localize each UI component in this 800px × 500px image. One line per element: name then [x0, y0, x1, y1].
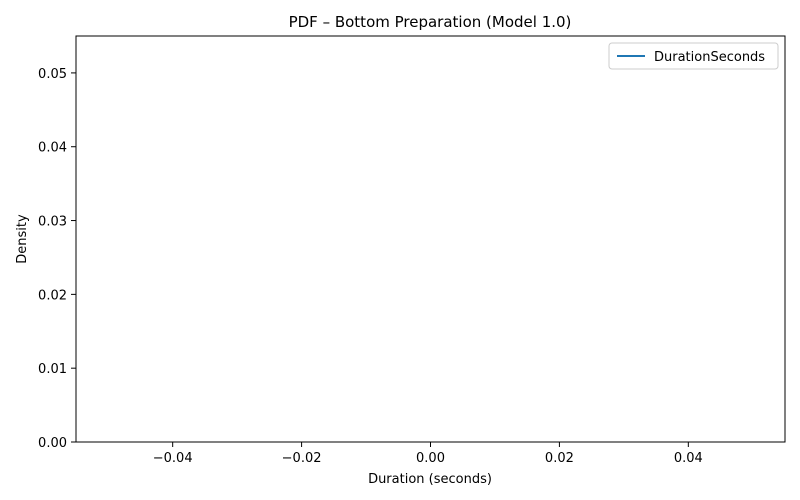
y-tick-label: 0.00	[38, 436, 67, 451]
y-axis-title: Density	[15, 214, 30, 264]
chart-title: PDF – Bottom Preparation (Model 1.0)	[289, 13, 572, 31]
y-axis-ticks: 0.00 0.01 0.02 0.03 0.04 0.05	[38, 67, 76, 451]
legend: DurationSeconds	[608, 42, 779, 70]
plot-area	[75, 35, 786, 443]
y-tick-label: 0.04	[38, 141, 67, 156]
x-axis-ticks: −0.04 −0.02 0.00 0.02 0.04	[153, 442, 703, 466]
x-tick-label: 0.02	[545, 451, 574, 466]
y-tick-label: 0.01	[38, 362, 67, 377]
legend-label-durationseconds: DurationSeconds	[654, 50, 765, 65]
x-axis-title: Duration (seconds)	[368, 472, 492, 487]
x-tick-label: 0.04	[674, 451, 703, 466]
x-tick-label: 0.00	[416, 451, 445, 466]
y-tick-label: 0.05	[38, 67, 67, 82]
x-tick-label: −0.04	[153, 451, 193, 466]
x-tick-label: −0.02	[282, 451, 322, 466]
legend-box	[608, 42, 779, 70]
y-tick-label: 0.02	[38, 288, 67, 303]
axes-frame	[75, 35, 786, 443]
y-tick-label: 0.03	[38, 215, 67, 230]
